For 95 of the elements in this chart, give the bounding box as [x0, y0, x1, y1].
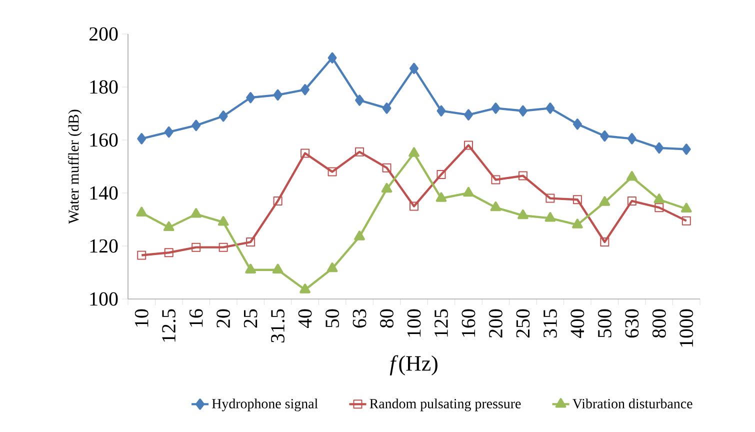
point: [600, 238, 610, 247]
point: [355, 147, 364, 156]
legend-label: Vibration disturbance: [572, 398, 692, 408]
point: [491, 175, 500, 184]
x-tick-label: 1000: [680, 309, 694, 347]
point: [546, 194, 555, 203]
point: [572, 118, 582, 130]
y-tick-label: 120: [90, 239, 118, 253]
point: [518, 105, 528, 116]
x-tick-label: 50: [326, 309, 340, 328]
point: [300, 284, 310, 294]
point: [572, 195, 582, 204]
x-tick-label: 20: [216, 309, 230, 328]
point: [546, 102, 555, 114]
x-tick-label: 125: [434, 309, 448, 337]
x-tick-label: 500: [598, 309, 612, 338]
point: [408, 147, 420, 157]
point: [246, 238, 256, 247]
point: [682, 144, 691, 155]
x-tick-label: 12.5: [162, 309, 176, 342]
x-tick-label: 63: [352, 309, 366, 328]
point: [164, 126, 174, 138]
point: [654, 142, 664, 154]
point: [410, 62, 418, 74]
point: [436, 192, 447, 202]
x-tick-label: 80: [380, 309, 394, 328]
point: [272, 264, 284, 274]
x-tick-label: 400: [570, 309, 584, 338]
point: [137, 250, 146, 260]
point: [300, 148, 310, 158]
x-tick-label: 800: [652, 309, 666, 338]
point: [680, 202, 692, 212]
point: [245, 264, 256, 274]
point: [164, 248, 174, 258]
x-tick-label: 31.5: [271, 309, 285, 342]
point: [600, 130, 610, 142]
x-tick-label: 250: [516, 309, 530, 338]
point: [192, 242, 201, 252]
point: [136, 206, 148, 216]
point: [300, 84, 310, 96]
point: [381, 182, 392, 193]
point: [463, 186, 474, 197]
point: [354, 230, 365, 240]
x-tick-label: 315: [544, 309, 557, 338]
y-tick-label: 200: [89, 27, 118, 41]
y-tick-label: 140: [90, 186, 118, 200]
legend-label: Random pulsating pressure: [370, 398, 521, 412]
point: [382, 163, 392, 172]
point: [137, 133, 146, 144]
point: [218, 216, 229, 226]
y-axis-title: Water muffler (dB): [68, 110, 82, 224]
point: [218, 110, 228, 122]
point: [491, 102, 500, 114]
x-tick-label: 40: [298, 309, 312, 328]
x-tick-label: 25: [244, 309, 258, 328]
point: [572, 218, 583, 228]
point: [626, 171, 638, 181]
point: [490, 201, 502, 212]
point: [163, 221, 174, 232]
point: [382, 102, 392, 114]
point: [627, 133, 636, 144]
legend-label: Hydrophone signal: [212, 398, 318, 412]
point: [328, 167, 337, 176]
point: [328, 52, 337, 64]
x-tick-label: 100: [407, 309, 421, 337]
point: [654, 194, 665, 204]
point: [218, 242, 228, 252]
point: [436, 170, 446, 179]
point: [436, 105, 446, 116]
point: [273, 196, 282, 206]
y-tick-label: 100: [90, 292, 118, 306]
point: [544, 212, 556, 222]
x-tick-label: 630: [625, 309, 639, 338]
point: [190, 208, 202, 218]
point: [355, 94, 364, 106]
point: [410, 202, 419, 211]
point: [246, 92, 256, 104]
point: [682, 216, 691, 226]
point: [192, 120, 201, 132]
point: [464, 140, 473, 150]
point: [518, 209, 528, 220]
point: [273, 89, 282, 101]
point: [654, 203, 664, 212]
point: [464, 109, 473, 120]
y-tick-label: 160: [90, 133, 118, 147]
point: [627, 196, 636, 206]
point: [326, 262, 338, 272]
x-tick-label: 16: [189, 309, 203, 327]
x-axis-title: f(Hz): [390, 355, 438, 376]
x-tick-label: 200: [489, 309, 502, 338]
x-tick-label: 10: [134, 309, 148, 327]
y-tick-label: 180: [90, 80, 118, 94]
point: [599, 196, 610, 206]
x-tick-label: 160: [462, 309, 476, 337]
point: [518, 171, 528, 180]
